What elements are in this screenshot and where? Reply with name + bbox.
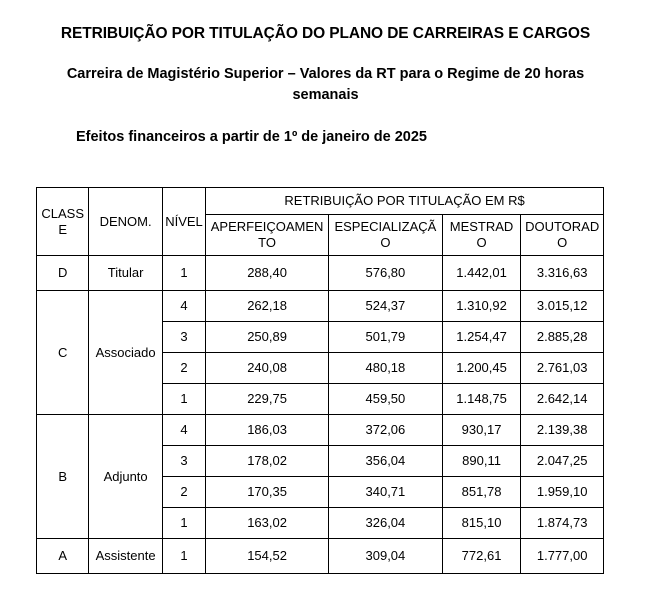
cell-especializacao: 372,06 <box>328 414 443 446</box>
cell-mestrado: 772,61 <box>441 538 522 574</box>
cell-doutorado: 2.885,28 <box>520 321 604 353</box>
table-row: 2 240,08 480,18 1.200,45 2.761,03 <box>37 352 604 384</box>
cell-nivel: 4 <box>161 414 207 446</box>
cell-denominacao: Adjunto <box>88 414 163 539</box>
cell-aperfeicoamento: 250,89 <box>205 321 329 353</box>
cell-especializacao: 326,04 <box>328 507 443 539</box>
table-row: C Associado 4 262,18 524,37 1.310,92 3.015,12 <box>35 290 604 415</box>
cell-aperfeicoamento: 229,75 <box>205 383 329 415</box>
retribution-table-container: CLASSE DENOM. NÍVEL RETRIBUIÇÃO POR TITU… <box>35 187 604 574</box>
header-group-retribuicao: RETRIBUIÇÃO POR TITULAÇÃO EM R$ <box>205 187 604 215</box>
cell-mestrado: 890,11 <box>441 445 522 477</box>
cell-mestrado: 1.254,47 <box>441 321 522 353</box>
cell-especializacao: 459,50 <box>328 383 443 415</box>
cell-nivel: 3 <box>161 321 207 353</box>
cell-denominacao: Assistente <box>88 538 163 574</box>
table-row: 3 178,02 356,04 890,11 2.047,25 <box>37 445 604 477</box>
table-row: A Assistente 1 154,52 309,04 772,61 1.777,00 <box>35 538 604 574</box>
table-row: 3 250,89 501,79 1.254,47 2.885,28 <box>37 321 604 353</box>
cell-nivel: 2 <box>161 476 207 508</box>
cell-mestrado: 851,78 <box>441 476 522 508</box>
cell-especializacao: 340,71 <box>328 476 443 508</box>
cell-doutorado: 2.139,38 <box>520 414 604 446</box>
effective-date-note: Efeitos financeiros a partir de 1º de ja… <box>75 129 427 145</box>
cell-doutorado: 2.642,14 <box>520 383 604 415</box>
table-header-row-titulacao: APERFEIÇOAMENTO ESPECIALIZAÇÃO MESTRADO … <box>37 214 604 256</box>
cell-doutorado: 2.047,25 <box>520 445 604 477</box>
cell-nivel: 3 <box>161 445 207 477</box>
cell-especializacao: 524,37 <box>328 290 443 322</box>
header-nivel: NÍVEL <box>161 187 207 256</box>
table-body: D Titular 1 288,40 576,80 1.442,01 3.316,63 C As… <box>35 255 604 574</box>
table-row: 1 229,75 459,50 1.148,75 2.642,14 <box>37 383 604 415</box>
cell-especializacao: 480,18 <box>328 352 443 384</box>
cell-mestrado: 1.310,92 <box>441 290 522 322</box>
cell-classe: D <box>35 255 90 291</box>
cell-aperfeicoamento: 178,02 <box>205 445 329 477</box>
cell-aperfeicoamento: 262,18 <box>205 290 329 322</box>
header-especializacao: ESPECIALIZAÇÃO <box>328 214 443 256</box>
cell-classe: C <box>35 290 90 415</box>
cell-mestrado: 930,17 <box>441 414 522 446</box>
cell-aperfeicoamento: 163,02 <box>205 507 329 539</box>
cell-classe: B <box>35 414 90 539</box>
cell-doutorado: 1.777,00 <box>520 538 604 574</box>
cell-doutorado: 3.015,12 <box>520 290 604 322</box>
cell-denominacao: Associado <box>88 290 163 415</box>
cell-nivel: 4 <box>161 290 207 322</box>
cell-nivel: 2 <box>161 352 207 384</box>
retribution-table: CLASSE DENOM. NÍVEL RETRIBUIÇÃO POR TITU… <box>35 187 604 574</box>
cell-mestrado: 1.200,45 <box>441 352 522 384</box>
cell-doutorado: 1.959,10 <box>520 476 604 508</box>
header-aperfeicoamento: APERFEIÇOAMENTO <box>205 214 329 256</box>
cell-mestrado: 815,10 <box>441 507 522 539</box>
table-header-row-group: CLASSE DENOM. NÍVEL RETRIBUIÇÃO POR TITU… <box>35 187 604 256</box>
document-headings: RETRIBUIÇÃO POR TITULAÇÃO DO PLANO DE CA… <box>0 0 651 147</box>
table-row: 2 170,35 340,71 851,78 1.959,10 <box>37 476 604 508</box>
table-row: D Titular 1 288,40 576,80 1.442,01 3.316,63 <box>35 255 604 291</box>
cell-doutorado: 2.761,03 <box>520 352 604 384</box>
header-classe: CLASSE <box>35 187 90 256</box>
cell-nivel: 1 <box>161 255 207 291</box>
cell-doutorado: 1.874,73 <box>520 507 604 539</box>
cell-aperfeicoamento: 288,40 <box>205 255 329 291</box>
table-row: B Adjunto 4 186,03 372,06 930,17 2.139,38 <box>35 414 604 539</box>
cell-nivel: 1 <box>161 383 207 415</box>
cell-especializacao: 309,04 <box>328 538 443 574</box>
cell-especializacao: 576,80 <box>328 255 443 291</box>
cell-especializacao: 501,79 <box>328 321 443 353</box>
header-doutorado: DOUTORADO <box>520 214 604 256</box>
header-mestrado: MESTRADO <box>441 214 522 256</box>
header-denominacao: DENOM. <box>88 187 163 256</box>
cell-denominacao: Titular <box>88 255 163 291</box>
cell-nivel: 1 <box>161 507 207 539</box>
cell-mestrado: 1.148,75 <box>441 383 522 415</box>
cell-aperfeicoamento: 154,52 <box>205 538 329 574</box>
cell-mestrado: 1.442,01 <box>441 255 522 291</box>
cell-aperfeicoamento: 170,35 <box>205 476 329 508</box>
cell-aperfeicoamento: 186,03 <box>205 414 329 446</box>
cell-classe: A <box>35 538 90 574</box>
page-title: RETRIBUIÇÃO POR TITULAÇÃO DO PLANO DE CA… <box>60 25 591 42</box>
table-header: CLASSE DENOM. NÍVEL RETRIBUIÇÃO POR TITU… <box>35 187 604 256</box>
cell-doutorado: 3.316,63 <box>520 255 604 291</box>
cell-especializacao: 356,04 <box>328 445 443 477</box>
page-subtitle: Carreira de Magistério Superior – Valore… <box>66 66 585 103</box>
cell-nivel: 1 <box>161 538 207 574</box>
cell-aperfeicoamento: 240,08 <box>205 352 329 384</box>
